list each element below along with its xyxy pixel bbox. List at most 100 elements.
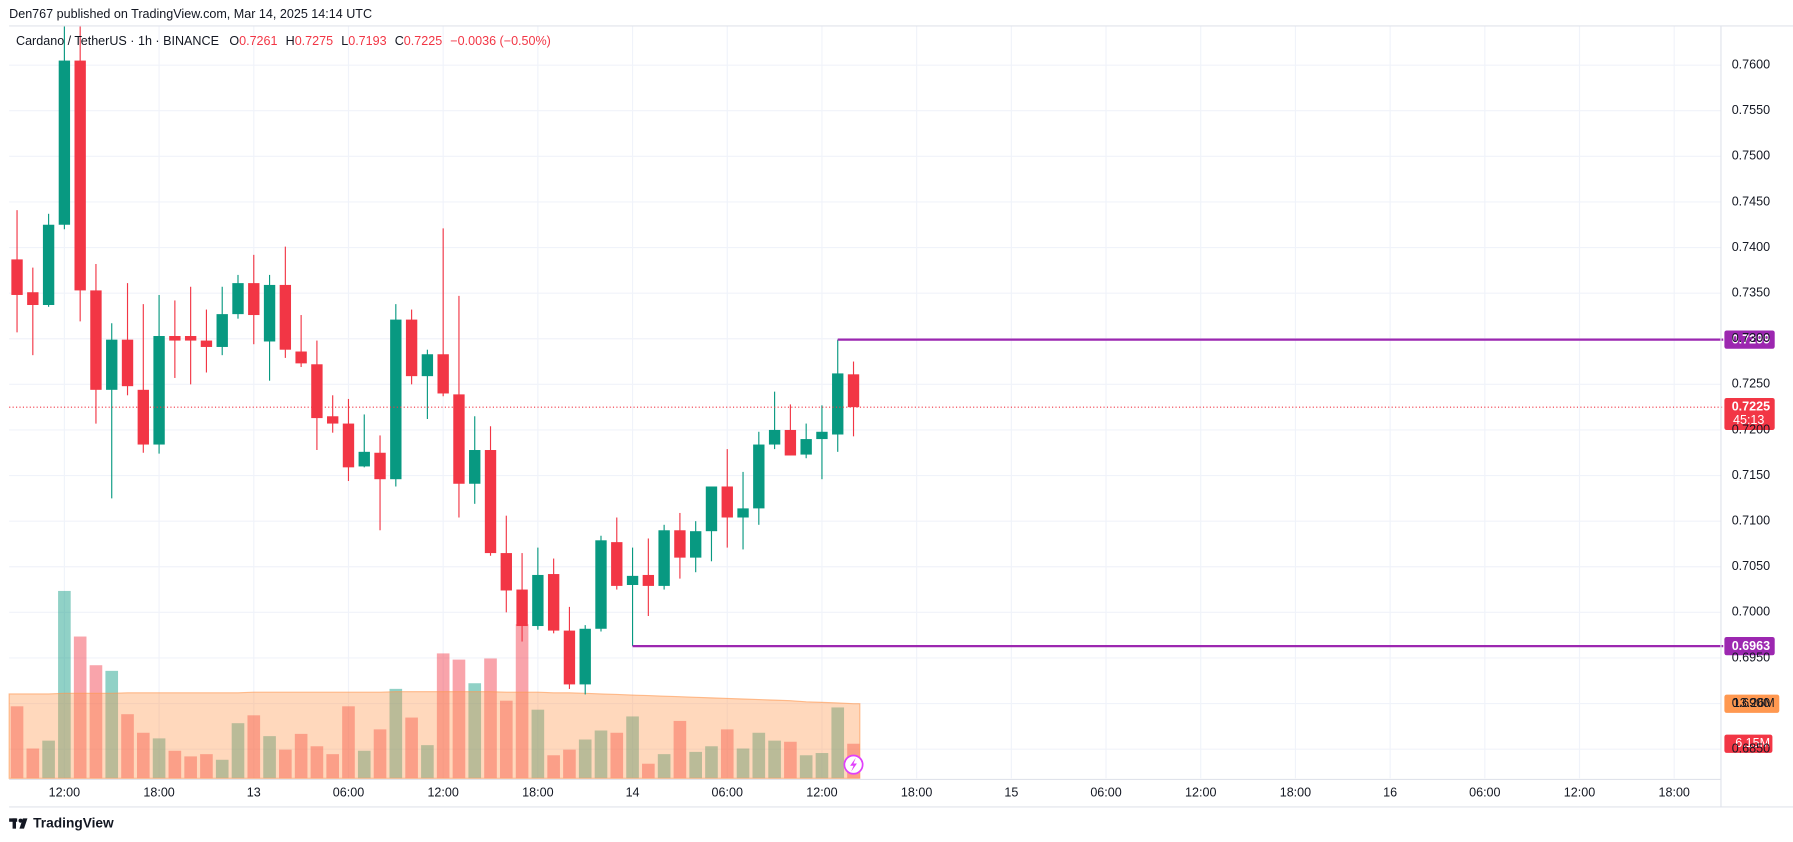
volume-bar bbox=[736, 748, 750, 779]
level-label: 0.6963 bbox=[1732, 639, 1770, 653]
candle-body bbox=[263, 284, 276, 342]
publish-note: Den767 published on TradingView.com, Mar… bbox=[9, 7, 372, 21]
volume-bar bbox=[247, 715, 261, 779]
volume-bar bbox=[421, 745, 434, 779]
candle-body bbox=[800, 439, 812, 455]
logo-part bbox=[12, 818, 17, 829]
volume-bar bbox=[815, 753, 829, 779]
candle-body bbox=[847, 374, 860, 408]
volume-bar bbox=[547, 755, 560, 779]
volume-pane bbox=[8, 590, 861, 779]
volume-bar bbox=[436, 653, 450, 779]
level-tag bbox=[1724, 330, 1775, 349]
last-price-label: 0.7225 bbox=[1732, 399, 1770, 413]
ohlc-value: 0.7261 bbox=[239, 34, 277, 48]
y-tick-label: 0.7250 bbox=[1732, 377, 1770, 391]
volume-bar bbox=[626, 716, 639, 779]
ohlc-value: 0.7225 bbox=[404, 34, 442, 48]
x-tick-label: 12:00 bbox=[806, 786, 837, 800]
volume-label: 6.15M bbox=[1735, 736, 1770, 750]
volume-bar bbox=[578, 739, 592, 779]
candle-body bbox=[721, 486, 733, 518]
candle-body bbox=[595, 540, 607, 629]
x-tick-label: 18:00 bbox=[1658, 786, 1689, 800]
x-tick-label: 14 bbox=[626, 786, 640, 800]
volume-bar bbox=[468, 683, 482, 779]
candle-body bbox=[184, 336, 197, 341]
candle-body bbox=[248, 283, 260, 316]
candle-body bbox=[232, 283, 244, 315]
candle-body bbox=[58, 60, 71, 225]
volume-bar bbox=[405, 717, 418, 779]
y-tick-label: 0.7600 bbox=[1732, 57, 1770, 71]
volume-bar bbox=[231, 723, 245, 779]
candle-body bbox=[532, 574, 544, 627]
candle-body bbox=[279, 284, 292, 350]
candle-body bbox=[137, 389, 149, 445]
volume-bar bbox=[152, 738, 166, 779]
volume-bar bbox=[357, 750, 371, 779]
candle-body bbox=[311, 364, 323, 419]
candle-body bbox=[484, 450, 497, 554]
candle-body bbox=[690, 531, 702, 558]
y-tick-label: 0.7050 bbox=[1732, 559, 1770, 573]
logo-part bbox=[18, 818, 23, 823]
volume-bar bbox=[752, 732, 766, 779]
x-tick-label: 06:00 bbox=[1090, 786, 1121, 800]
candle-body bbox=[547, 574, 560, 631]
candle-body bbox=[42, 224, 55, 306]
volume-bar bbox=[499, 700, 513, 779]
volume-ma-label: 13.26M bbox=[1733, 696, 1775, 710]
x-tick-label: 12:00 bbox=[427, 786, 458, 800]
candles bbox=[11, 25, 860, 695]
candle-body bbox=[784, 429, 797, 456]
candle-body bbox=[674, 530, 686, 558]
volume-ma-tag bbox=[1724, 694, 1780, 713]
candle-body bbox=[500, 553, 512, 591]
candle-body bbox=[437, 354, 449, 394]
candle-body bbox=[90, 290, 102, 390]
candle-body bbox=[74, 60, 86, 291]
volume-tag bbox=[1724, 734, 1773, 753]
x-tick-label: 12:00 bbox=[49, 786, 80, 800]
volume-bar bbox=[168, 750, 182, 779]
candle-body bbox=[658, 530, 670, 586]
volume-bar bbox=[531, 709, 545, 779]
candle-body bbox=[216, 314, 228, 347]
ohlc-value: 0.7193 bbox=[348, 34, 386, 48]
candle-body bbox=[421, 354, 434, 377]
candle-body bbox=[563, 630, 576, 685]
alert-icon-bolt bbox=[850, 757, 857, 772]
candle-body bbox=[11, 259, 23, 295]
volume-bar bbox=[215, 759, 229, 779]
change: −0.0036 (−0.50%) bbox=[450, 34, 551, 48]
volume-bar bbox=[136, 732, 150, 779]
volume-bar bbox=[42, 740, 55, 779]
candle-body bbox=[358, 451, 370, 467]
volume-bar bbox=[784, 741, 797, 779]
y-tick-label: 0.7200 bbox=[1732, 422, 1770, 436]
candle-body bbox=[295, 351, 307, 364]
x-tick-label: 16 bbox=[1383, 786, 1397, 800]
volume-bar bbox=[58, 590, 71, 779]
last-price-tag bbox=[1724, 398, 1775, 431]
volume-bar bbox=[673, 720, 687, 779]
x-tick-label: 12:00 bbox=[1564, 786, 1595, 800]
y-tick-label: 0.6950 bbox=[1732, 650, 1770, 664]
volume-bar bbox=[326, 754, 340, 779]
candle-body bbox=[753, 444, 765, 509]
volume-bar bbox=[642, 763, 655, 779]
ohlc-key: H bbox=[286, 34, 295, 48]
ohlc-value: 0.7275 bbox=[295, 34, 333, 48]
candle-body bbox=[327, 416, 339, 424]
y-tick-label: 0.7550 bbox=[1732, 103, 1770, 117]
y-tick-label: 0.7350 bbox=[1732, 285, 1770, 299]
candle-body bbox=[374, 452, 386, 480]
candle-body bbox=[342, 423, 355, 468]
volume-bar bbox=[610, 732, 624, 779]
volume-bar bbox=[26, 748, 40, 779]
candle-body bbox=[516, 589, 528, 627]
brand[interactable]: TradingView bbox=[33, 816, 114, 831]
